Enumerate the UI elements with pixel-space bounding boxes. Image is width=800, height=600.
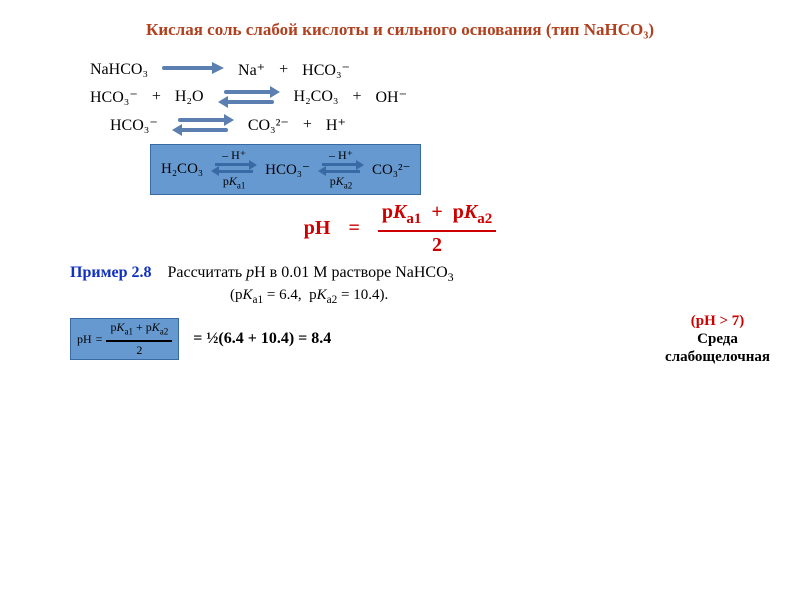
step-species-2: HCO₃⁻ xyxy=(265,160,310,179)
ph-formula: pH = pKa1 + pKa2 2 xyxy=(30,201,770,256)
pka2-label: pKa2 xyxy=(330,175,353,190)
eq1-p2: HCO₃⁻ xyxy=(302,60,350,80)
pka1-label: pKa1 xyxy=(223,175,246,190)
eq2-p2: OH⁻ xyxy=(376,87,408,107)
step-species-1: H₂CO₃ xyxy=(161,161,203,178)
equation-2: HCO₃⁻ + H₂O H₂CO₃ + OH⁻ xyxy=(90,86,770,108)
conclusion-ph: (pH > 7) xyxy=(665,312,770,330)
ph-denominator: 2 xyxy=(428,234,446,256)
dissociation-steps-box: H₂CO₃ – H⁺ pKa1 HCO₃⁻ – H⁺ pKa2 CO₃²⁻ xyxy=(150,144,770,195)
conclusion-l3: слабощелочная xyxy=(665,348,770,366)
calculation-row: pH = pKa1 + pKa2 2 = ½(6.4 + 10.4) = 8.4… xyxy=(70,312,770,366)
step-arrow-1: – H⁺ pKa1 xyxy=(211,149,257,190)
conclusion-l2: Среда xyxy=(665,330,770,348)
equals: = xyxy=(96,332,103,347)
calc-fraction: pKa1 + pKa2 2 xyxy=(106,321,172,356)
eq2-p1: H₂CO₃ xyxy=(294,88,339,106)
plus: + xyxy=(352,88,361,106)
plus: + xyxy=(303,116,312,134)
eq3-r1: HCO₃⁻ xyxy=(110,115,158,135)
equation-1: NaHCO₃ Na⁺ + HCO₃⁻ xyxy=(90,60,770,80)
step-species-3: CO₃²⁻ xyxy=(372,160,410,179)
ph-numerator: pKa1 + pKa2 xyxy=(378,201,496,228)
eq2-r1: HCO₃⁻ xyxy=(90,87,138,107)
calc-formula-box: pH = pKa1 + pKa2 2 xyxy=(70,318,179,359)
equilibrium-arrow-icon xyxy=(172,114,234,136)
calc-den: 2 xyxy=(132,344,146,357)
eq3-p1: CO₃²⁻ xyxy=(248,115,289,135)
eq2-r2: H₂O xyxy=(175,88,204,106)
calc-result: = ½(6.4 + 10.4) = 8.4 xyxy=(193,330,331,348)
equals: = xyxy=(348,217,359,240)
eq1-lhs: NaHCO₃ xyxy=(90,61,148,79)
equilibrium-arrow-icon xyxy=(218,86,280,108)
calc-num: pKa1 + pKa2 xyxy=(106,321,172,337)
eq1-p1: Na⁺ xyxy=(238,60,265,80)
ph-lhs: pH xyxy=(304,217,331,240)
step-top-label: – H⁺ xyxy=(222,149,246,161)
page-title: Кислая соль слабой кислоты и сильного ос… xyxy=(30,20,770,40)
fraction: pKa1 + pKa2 2 xyxy=(378,201,496,256)
example-label: Пример 2.8 xyxy=(70,264,151,281)
step-top-label: – H⁺ xyxy=(329,149,353,161)
plus: + xyxy=(152,88,161,106)
conclusion: (pH > 7) Среда слабощелочная xyxy=(665,312,770,366)
forward-arrow-icon xyxy=(162,63,224,77)
eq3-p2: H⁺ xyxy=(326,115,346,135)
equation-3: HCO₃⁻ CO₃²⁻ + H⁺ xyxy=(110,114,770,136)
example-text: Рассчитать pH в 0.01 М растворе NaHCO3 xyxy=(167,264,453,281)
plus: + xyxy=(279,61,288,79)
step-arrow-2: – H⁺ pKa2 xyxy=(318,149,364,190)
example-pk-values: (pKa1 = 6.4, pKa2 = 10.4). xyxy=(230,287,770,306)
example-line: Пример 2.8 Рассчитать pH в 0.01 М раство… xyxy=(70,264,770,285)
calc-lhs: pH xyxy=(77,332,92,347)
